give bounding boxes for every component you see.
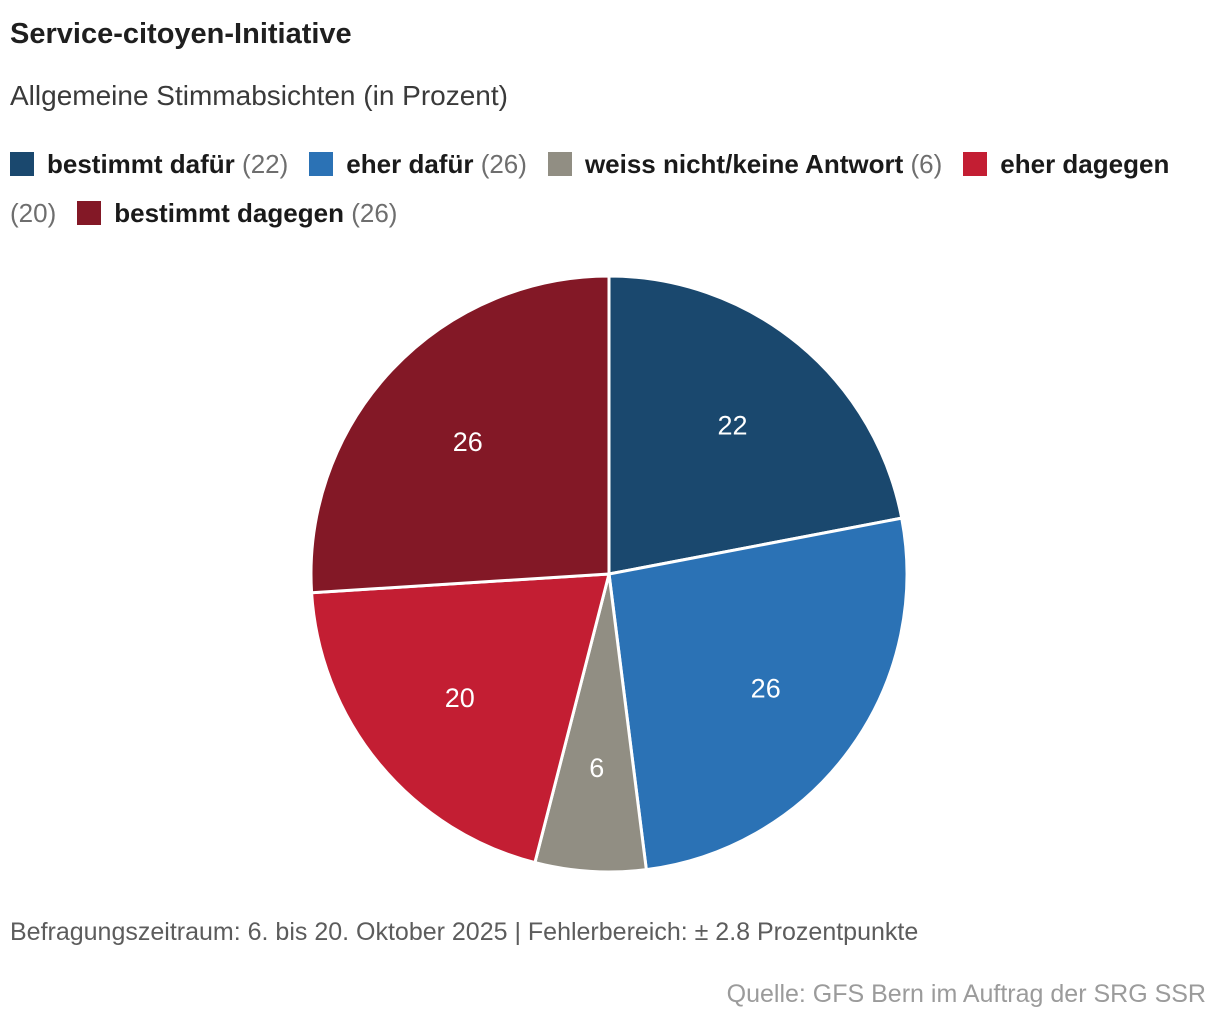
legend-swatch-icon — [547, 152, 572, 176]
legend-value: (6) — [910, 149, 943, 179]
legend-item-2: weiss nicht/keine Antwort (6) — [547, 149, 963, 179]
legend-value: (26) — [351, 198, 398, 228]
chart-subtitle: Allgemeine Stimmabsichten (in Prozent) — [10, 80, 508, 111]
pie-slice-label-3: 20 — [445, 683, 475, 713]
pie-slice-0 — [607, 274, 904, 576]
pie-chart: 22 26 6 20 26 — [309, 274, 909, 874]
legend-swatch-icon — [309, 152, 334, 176]
pie-slice-4 — [309, 274, 611, 595]
pie-slice-label-1: 26 — [751, 673, 781, 703]
legend-label: eher dagegen — [1000, 149, 1170, 179]
legend-value: (20) — [10, 198, 57, 228]
legend-label: bestimmt dagegen — [114, 198, 344, 228]
legend-label: bestimmt dafür — [47, 149, 235, 179]
pie-chart-container: 22 26 6 20 26 — [289, 254, 929, 894]
pie-slice-1 — [607, 516, 909, 872]
legend-swatch-icon — [10, 152, 34, 176]
legend-item-0: bestimmt dafür (22) — [10, 149, 309, 179]
legend-item-4: bestimmt dagegen (26) — [77, 198, 418, 228]
pie-slice-label-2: 6 — [589, 753, 604, 783]
page-title: Service-citoyen-Initiative — [10, 18, 352, 50]
chart-legend: bestimmt dafür (22) eher dafür (26) weiss … — [10, 140, 1206, 238]
legend-label: weiss nicht/keine Antwort — [584, 149, 904, 179]
legend-item-1: eher dafür (26) — [309, 149, 548, 179]
legend-value: (26) — [480, 149, 527, 179]
pie-slice-3 — [310, 572, 611, 865]
source-credit: Quelle: GFS Bern im Auftrag der SRG SSR — [726, 980, 1206, 1008]
survey-info-note: Befragungszeitraum: 6. bis 20. Oktober 2… — [10, 918, 919, 946]
legend-swatch-icon — [77, 201, 102, 225]
legend-value: (22) — [242, 149, 289, 179]
legend-swatch-icon — [963, 152, 988, 176]
legend-item-3: eher dagegen (20) — [10, 149, 1169, 228]
pie-slice-label-0: 22 — [717, 410, 747, 440]
legend-label: eher dafür — [346, 149, 474, 179]
pie-slice-label-4: 26 — [453, 427, 483, 457]
